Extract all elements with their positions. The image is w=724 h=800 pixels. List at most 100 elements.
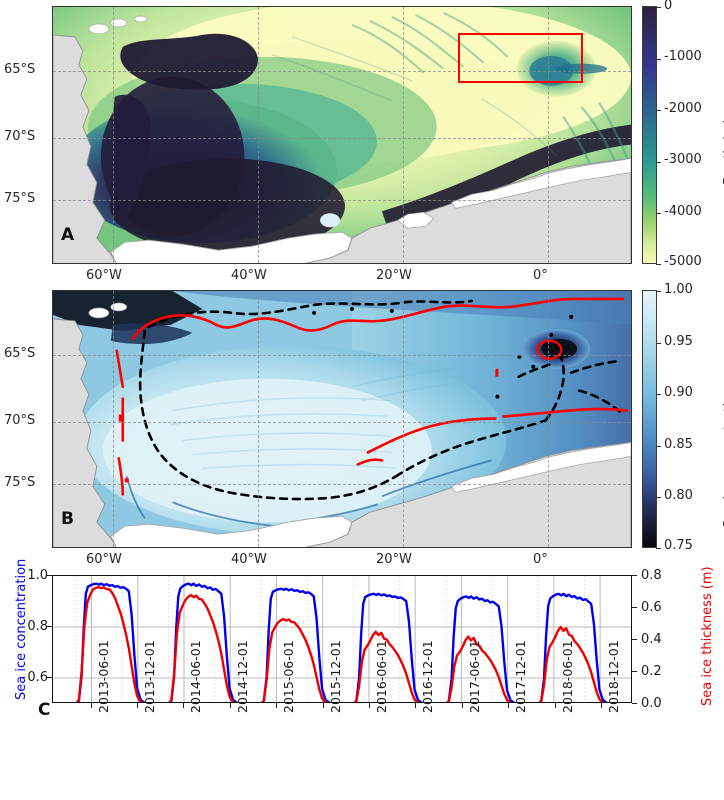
panel-b-xtick-40w: 40°W <box>231 552 267 567</box>
cb-b-label-085: 0.85 <box>664 437 693 452</box>
gridline-lon-20w-b <box>403 291 404 547</box>
panel-c-left-axis-label: Sea ice concentration <box>14 558 29 700</box>
panel-c-xtick-label: 2016-06-01 <box>374 640 390 713</box>
panel-c-xtick-mark <box>415 703 417 708</box>
panel-c-ytick-mark-right <box>632 703 637 704</box>
panel-c-ytick-mark-right <box>632 639 637 640</box>
gridline-lon-20w <box>403 7 404 263</box>
panel-c-ytick-mark-left <box>47 575 52 576</box>
cb-b-tick-080 <box>656 497 661 499</box>
panel-a-bathymetry-map: A <box>52 6 632 264</box>
cb-a-tick-5000 <box>656 264 661 265</box>
panel-c-xtick-mark <box>601 703 603 708</box>
panel-c-ytick-mark-right <box>632 607 637 608</box>
gridline-lat-65s <box>53 71 631 72</box>
panel-b-ytick-70s: 70°S <box>4 413 36 428</box>
panel-a-colorbar <box>642 6 661 265</box>
panel-c-xtick-label: 2018-06-01 <box>559 640 575 713</box>
panel-b-ytick-65s: 65°S <box>4 346 36 361</box>
panel-c-xtick-label: 2014-12-01 <box>234 640 250 713</box>
panel-letter-a: A <box>61 225 75 245</box>
panel-c-xtick-label: 2014-06-01 <box>188 640 204 713</box>
panel-a-ytick-70s: 70°S <box>4 129 36 144</box>
gridline-lon-40w <box>258 7 259 263</box>
panel-b-colorbar <box>642 290 661 549</box>
panel-c-y2tick-0-8: 0.8 <box>641 568 662 583</box>
gridline-lon-0-b <box>548 291 549 547</box>
panel-b-xtick-20w: 20°W <box>376 552 412 567</box>
panel-a-ytick-75s: 75°S <box>4 191 36 206</box>
coastline-overlay-b <box>53 297 631 547</box>
panel-c-timeseries-plot <box>52 575 632 703</box>
panel-letter-b: B <box>61 509 74 529</box>
cb-b-label-100: 1.00 <box>664 282 693 297</box>
gridline-lat-70s <box>53 138 631 139</box>
panel-c-right-axis-label: Sea ice thickness (m) <box>700 566 715 706</box>
study-region-box <box>458 33 583 83</box>
cb-a-label-5000: -5000 <box>664 254 702 269</box>
gridline-lat-75s <box>53 200 631 201</box>
panel-a-ytick-65s: 65°S <box>4 62 36 77</box>
panel-c-xtick-label: 2016-12-01 <box>420 640 436 713</box>
panel-c-xtick-mark <box>554 703 556 708</box>
panel-c-ytick-mark-left <box>47 626 52 628</box>
panel-a-xtick-0: 0° <box>533 268 548 283</box>
panel-c-y2tick-0-6: 0.6 <box>641 600 662 615</box>
cb-b-label-090: 0.90 <box>664 385 693 400</box>
panel-c-xtick-label: 2015-12-01 <box>327 640 343 713</box>
panel-c-xtick-label: 2017-06-01 <box>466 640 482 713</box>
panel-c-xtick-mark <box>229 703 231 708</box>
panel-c-xtick-mark <box>276 703 278 708</box>
cb-b-label-080: 0.80 <box>664 488 693 503</box>
panel-c-xtick-mark <box>508 703 510 708</box>
panel-c-y2tick-0-4: 0.4 <box>641 632 662 647</box>
gridline-lat-65s-b <box>53 355 631 356</box>
cb-a-tick-0 <box>656 7 661 8</box>
cb-a-tick-4000 <box>656 213 661 215</box>
panel-c-ytick-0-8: 0.8 <box>27 619 48 634</box>
panel-letter-c: C <box>38 700 51 720</box>
cb-a-tick-2000 <box>656 110 661 112</box>
cb-a-label-2000: -2000 <box>664 101 702 116</box>
cb-a-label-3000: -3000 <box>664 152 702 167</box>
panel-c-xtick-mark <box>322 703 324 708</box>
timeseries-lines <box>53 576 631 702</box>
cb-a-label-1000: -1000 <box>664 49 702 64</box>
panel-c-xtick-label: 2015-06-01 <box>281 640 297 713</box>
cb-a-label-0: 0 <box>664 0 673 13</box>
gridline-lon-0 <box>548 7 549 263</box>
coastline-overlay-a <box>53 15 631 263</box>
panel-b-sea-ice-map: B <box>52 290 632 548</box>
cb-a-tick-3000 <box>656 161 661 163</box>
cb-b-tick-100 <box>656 291 661 292</box>
panel-c-xtick-mark <box>137 703 139 708</box>
panel-c-ytick-mark-right <box>632 671 637 672</box>
panel-b-xtick-0: 0° <box>533 552 548 567</box>
gridline-lat-75s-b <box>53 484 631 485</box>
gridline-lon-60w <box>113 7 114 263</box>
cb-b-tick-095 <box>656 342 661 344</box>
panel-b-xtick-60w: 60°W <box>86 552 122 567</box>
panel-c-ytick-0-6: 0.6 <box>27 670 48 685</box>
cb-a-tick-1000 <box>656 58 661 60</box>
panel-c-ytick-1-0: 1.0 <box>27 568 48 583</box>
panel-c-xtick-label: 2013-06-01 <box>95 640 111 713</box>
cb-b-tick-085 <box>656 445 661 447</box>
cb-b-tick-090 <box>656 394 661 396</box>
panel-c-ytick-mark-right <box>632 575 637 576</box>
cb-a-label-4000: -4000 <box>664 204 702 219</box>
panel-c-ytick-mark-left <box>47 677 52 679</box>
bathymetry-raster <box>53 7 631 263</box>
gridline-lon-40w-b <box>258 291 259 547</box>
panel-c-xtick-label: 2018-12-01 <box>606 640 622 713</box>
panel-c-xtick-mark <box>183 703 185 708</box>
panel-a-xtick-60w: 60°W <box>86 268 122 283</box>
panel-b-ytick-75s: 75°S <box>4 475 36 490</box>
panel-c-y2tick-0-0: 0.0 <box>641 696 662 711</box>
cb-b-label-075: 0.75 <box>664 538 693 553</box>
gridline-lat-70s-b <box>53 422 631 423</box>
panel-c-xtick-label: 2017-12-01 <box>513 640 529 713</box>
panel-a-xtick-40w: 40°W <box>231 268 267 283</box>
cb-b-tick-075 <box>656 548 661 549</box>
